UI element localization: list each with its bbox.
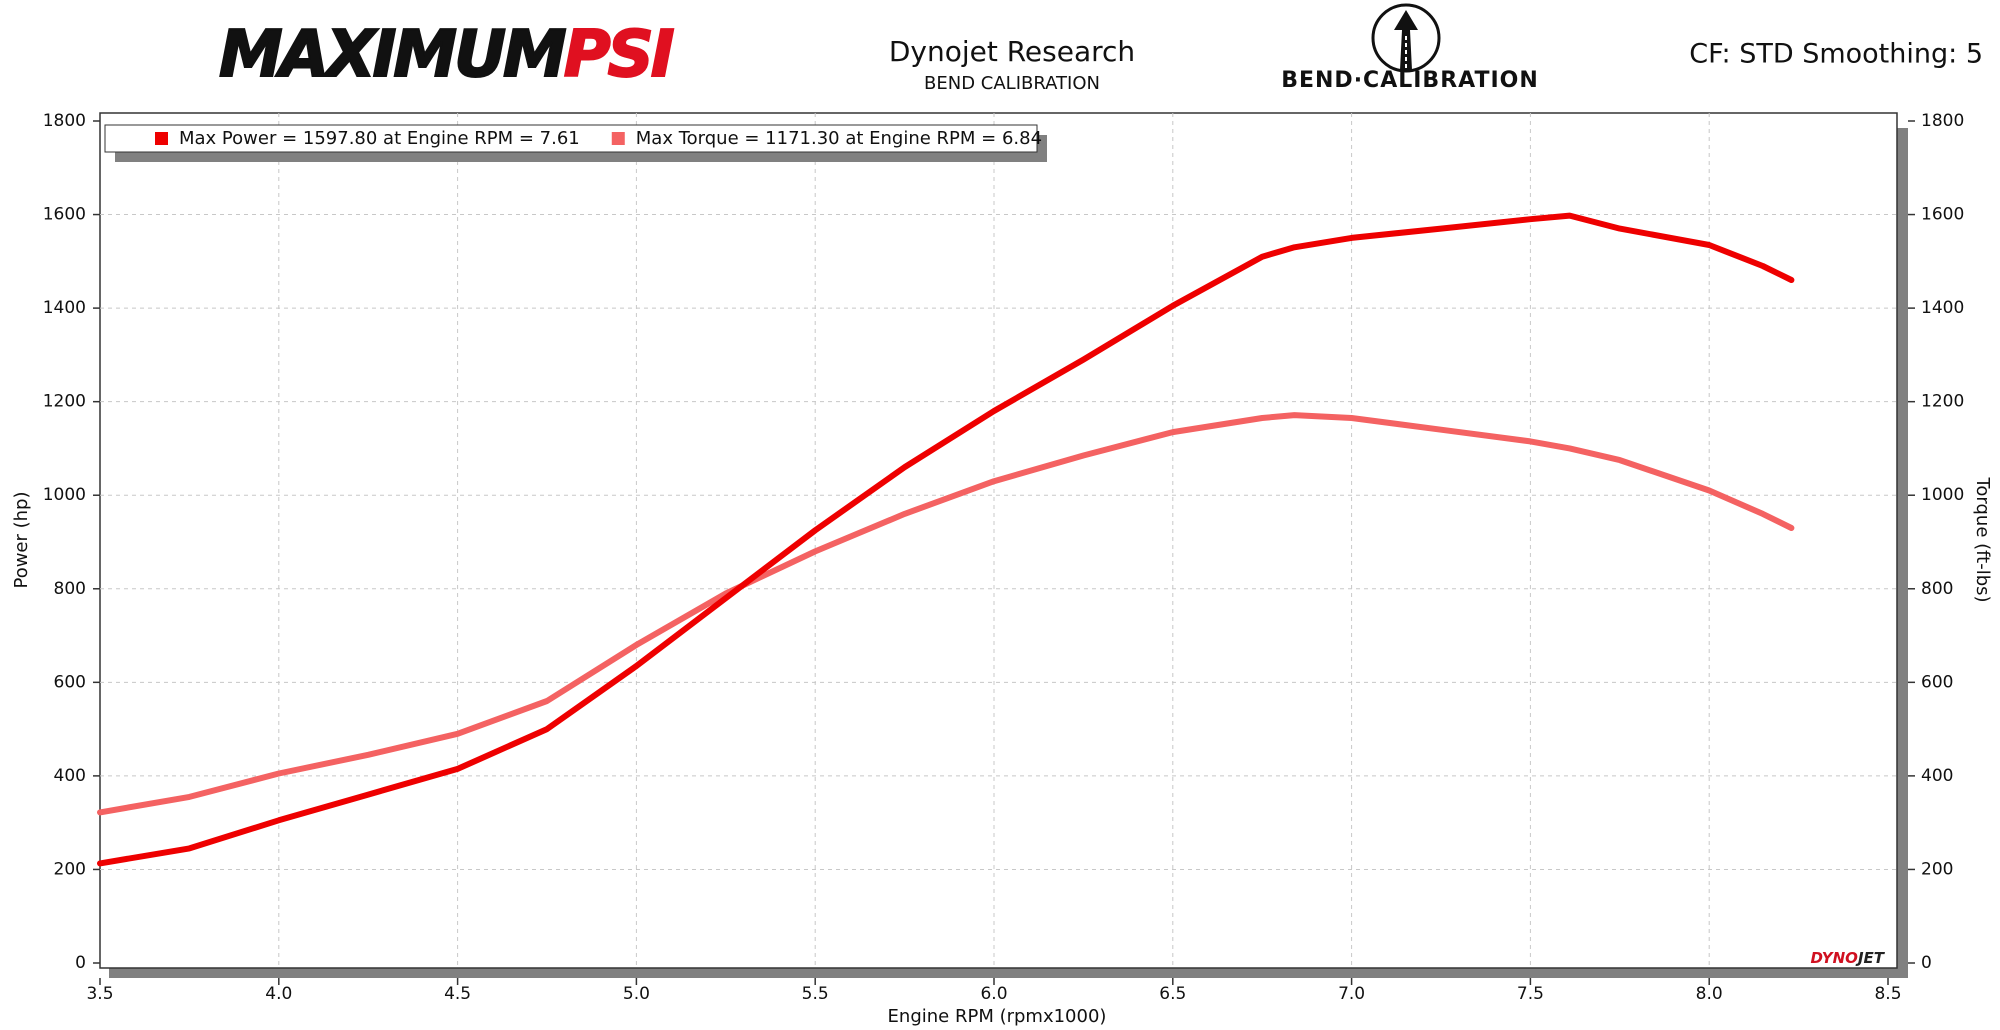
logo-word: PSI	[564, 18, 674, 92]
header-title: Dynojet Research	[889, 35, 1135, 68]
logo-word: MAXIMUM	[219, 18, 566, 92]
legend	[104, 124, 1038, 153]
logo-circle	[1371, 3, 1441, 73]
frame-shadow	[109, 968, 1908, 978]
plot-area	[99, 112, 1898, 969]
y2-tick-label: 400	[1921, 766, 1953, 786]
y2-tick-label: 1200	[1921, 392, 1964, 412]
series-line	[97, 412, 1795, 816]
watermark-word: DYNO	[1810, 949, 1858, 967]
legend-swatch	[611, 132, 625, 145]
y-tick-label: 0	[75, 953, 86, 973]
x-tick-label: 4.5	[444, 984, 471, 1004]
y2-tick-label: 1000	[1921, 485, 1964, 505]
x-tick-label: 8.0	[1696, 984, 1723, 1004]
y2-tick-label: 1600	[1921, 205, 1964, 225]
y-tick-label: 600	[54, 672, 86, 692]
y-tick-label: 1800	[43, 111, 86, 131]
y2-tick-label: 1800	[1921, 111, 1964, 131]
y2-tick-label: 1400	[1921, 298, 1964, 318]
x-tick-label: 6.5	[1159, 984, 1186, 1004]
legend-entries: Max Power = 1597.80 at Engine RPM = 7.61…	[155, 128, 1042, 149]
y2-tick-label: 800	[1921, 579, 1953, 599]
y-tick-label: 1000	[43, 485, 86, 505]
y-axis-title: Power (hp)	[11, 491, 32, 588]
legend-label: Max Torque = 1171.30 at Engine RPM = 6.8…	[636, 128, 1042, 149]
x-tick-label: 4.0	[265, 984, 292, 1004]
y2-tick-label: 600	[1921, 672, 1953, 692]
x-tick-label: 8.5	[1874, 984, 1901, 1004]
y-tick-label: 1600	[43, 205, 86, 225]
x-tick-label: 5.5	[802, 984, 829, 1004]
header-subtitle: BEND CALIBRATION	[924, 73, 1100, 94]
watermark-word: JET	[1855, 949, 1886, 967]
x-axis-title: Engine RPM (rpmx1000)	[888, 1006, 1107, 1027]
legend-swatch	[155, 132, 168, 145]
y-tick-label: 800	[54, 579, 86, 599]
y-tick-label: 1200	[43, 392, 86, 412]
x-tick-label: 3.5	[86, 984, 113, 1004]
series-lines	[97, 212, 1795, 867]
header-settings: CF: STD Smoothing: 5	[1689, 39, 1983, 70]
frame-shadow	[1897, 128, 1908, 978]
bend-logo: BEND·CALIBRATION	[1281, 3, 1539, 93]
logo-maximum-psi: MAXIMUMPSI	[219, 18, 674, 92]
watermark: DYNOJET	[1810, 949, 1885, 967]
y-tick-label: 200	[54, 859, 86, 879]
y2-tick-label: 0	[1921, 953, 1932, 973]
x-tick-label: 7.0	[1338, 984, 1365, 1004]
series-line	[97, 212, 1795, 867]
y-tick-label: 1400	[43, 298, 86, 318]
y2-axis-title: Torque (ft-lbs)	[1972, 476, 1993, 602]
x-tick-label: 6.0	[980, 984, 1007, 1004]
y2-tick-label: 200	[1921, 859, 1953, 879]
logo-text: BEND·CALIBRATION	[1281, 68, 1539, 93]
x-tick-label: 7.5	[1517, 984, 1544, 1004]
x-tick-label: 5.0	[623, 984, 650, 1004]
grid: 0 200 400 600 800 1000 1200 1400 1600 1800 0 200 400…	[43, 111, 1965, 1004]
y-tick-label: 400	[54, 766, 86, 786]
legend-label: Max Power = 1597.80 at Engine RPM = 7.61	[179, 128, 580, 149]
